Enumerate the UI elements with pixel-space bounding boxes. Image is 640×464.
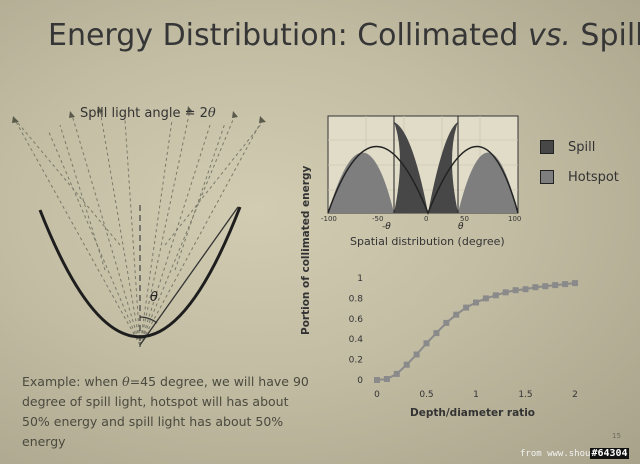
hotspot-lobe-right [458, 152, 518, 213]
example-suffix: degree, we will have 90 degree of spill … [22, 374, 309, 449]
data-point [522, 286, 529, 293]
title-text: Energy Distribution: Collimated [48, 18, 528, 53]
legend-swatch-spill [540, 140, 554, 154]
watermark-tag: #64304 [590, 448, 629, 459]
y-tick-label: 0.4 [349, 335, 364, 345]
distribution-chart: -100 -50 0 50 100 -θ θ [321, 115, 521, 232]
theta-mark-neg: -θ [382, 222, 391, 232]
distribution-outline [327, 146, 519, 216]
y-tick-label: 0.6 [349, 315, 364, 325]
y-tick-label: 0 [357, 376, 363, 386]
data-point [383, 376, 390, 382]
distribution-legend: Spill Hotspot [540, 136, 619, 196]
data-point [473, 299, 479, 306]
dist-tick-label: 100 [508, 215, 521, 223]
collimated-energy-chart: 0 0.2 0.4 0.6 0.8 1 0 0.5 1 1.5 2 [349, 274, 578, 400]
distribution-theta-marks: -θ θ [382, 222, 464, 232]
data-point [433, 330, 440, 337]
watermark: from www.shou#64304 [520, 448, 629, 459]
theta-label: θ [150, 290, 158, 305]
x-tick-label: 1.5 [518, 390, 532, 400]
spill-rays [14, 109, 263, 346]
dist-tick-label: -100 [321, 215, 337, 223]
data-point [532, 284, 539, 291]
data-point [423, 340, 430, 347]
slide-title: Energy Distribution: Collimated vs. Spil… [48, 18, 640, 53]
data-point [443, 319, 450, 326]
legend-label-hotspot: Hotspot [568, 169, 619, 185]
parabolic-reflector [38, 206, 242, 339]
example-text: Example: when θ=45 degree, we will have … [22, 372, 312, 452]
legend-swatch-hotspot [540, 170, 554, 184]
legend-item-hotspot: Hotspot [540, 166, 619, 188]
data-point [463, 304, 470, 311]
dist-tick-label: -50 [372, 215, 383, 223]
dist-tick-label: 50 [460, 215, 469, 223]
example-prefix: Example: when [22, 374, 123, 389]
data-point [393, 370, 400, 377]
data-point [512, 287, 519, 294]
curve-ylabel: Portion of collimated energy [300, 166, 313, 335]
page-number: 15 [612, 432, 621, 440]
spill-angle-label: Spill light angle = 2θ [80, 106, 216, 121]
y-tick-label: 0.2 [349, 356, 363, 366]
y-tick-label: 1 [357, 274, 363, 284]
theta-mark-pos: θ [458, 222, 464, 232]
spill-lobe-left [394, 122, 428, 213]
x-tick-label: 1 [473, 390, 479, 400]
hotspot-lobe-left [328, 152, 394, 213]
spill-label-theta: θ [207, 106, 216, 121]
data-point [413, 351, 420, 358]
spill-label-text: Spill light angle = 2 [80, 106, 208, 121]
data-point [492, 292, 499, 299]
title-suffix: Spill [570, 18, 640, 53]
data-point [502, 289, 509, 296]
reflector-diagram: θ [12, 106, 266, 347]
data-point [403, 361, 410, 368]
distribution-tick-labels: -100 -50 0 50 100 [321, 215, 521, 223]
data-point [562, 281, 569, 288]
x-tick-label: 2 [572, 390, 578, 400]
theta-arc [139, 316, 158, 324]
legend-item-spill: Spill [540, 136, 619, 158]
data-point [552, 282, 559, 289]
dist-tick-label: 0 [424, 215, 428, 223]
data-point [572, 280, 578, 287]
data-point [542, 283, 549, 290]
curve-xlabel: Depth/diameter ratio [410, 407, 536, 419]
legend-label-spill: Spill [568, 139, 596, 155]
x-tick-label: 0.5 [419, 390, 433, 400]
y-tick-label: 0.8 [349, 294, 364, 304]
watermark-text: from www.shou [520, 449, 591, 459]
spill-lobe-right [428, 122, 458, 213]
curve-ylabel-text: Portion of collimated energy [300, 165, 312, 335]
title-vs: vs. [527, 18, 571, 53]
distribution-xlabel: Spatial distribution (degree) [350, 235, 505, 248]
ray-arrowheads [12, 106, 266, 123]
data-point [374, 377, 380, 383]
data-point [453, 311, 460, 318]
data-point [482, 295, 489, 302]
example-value: =45 [129, 374, 157, 389]
example-theta: θ [122, 374, 130, 389]
x-tick-label: 0 [374, 390, 380, 400]
